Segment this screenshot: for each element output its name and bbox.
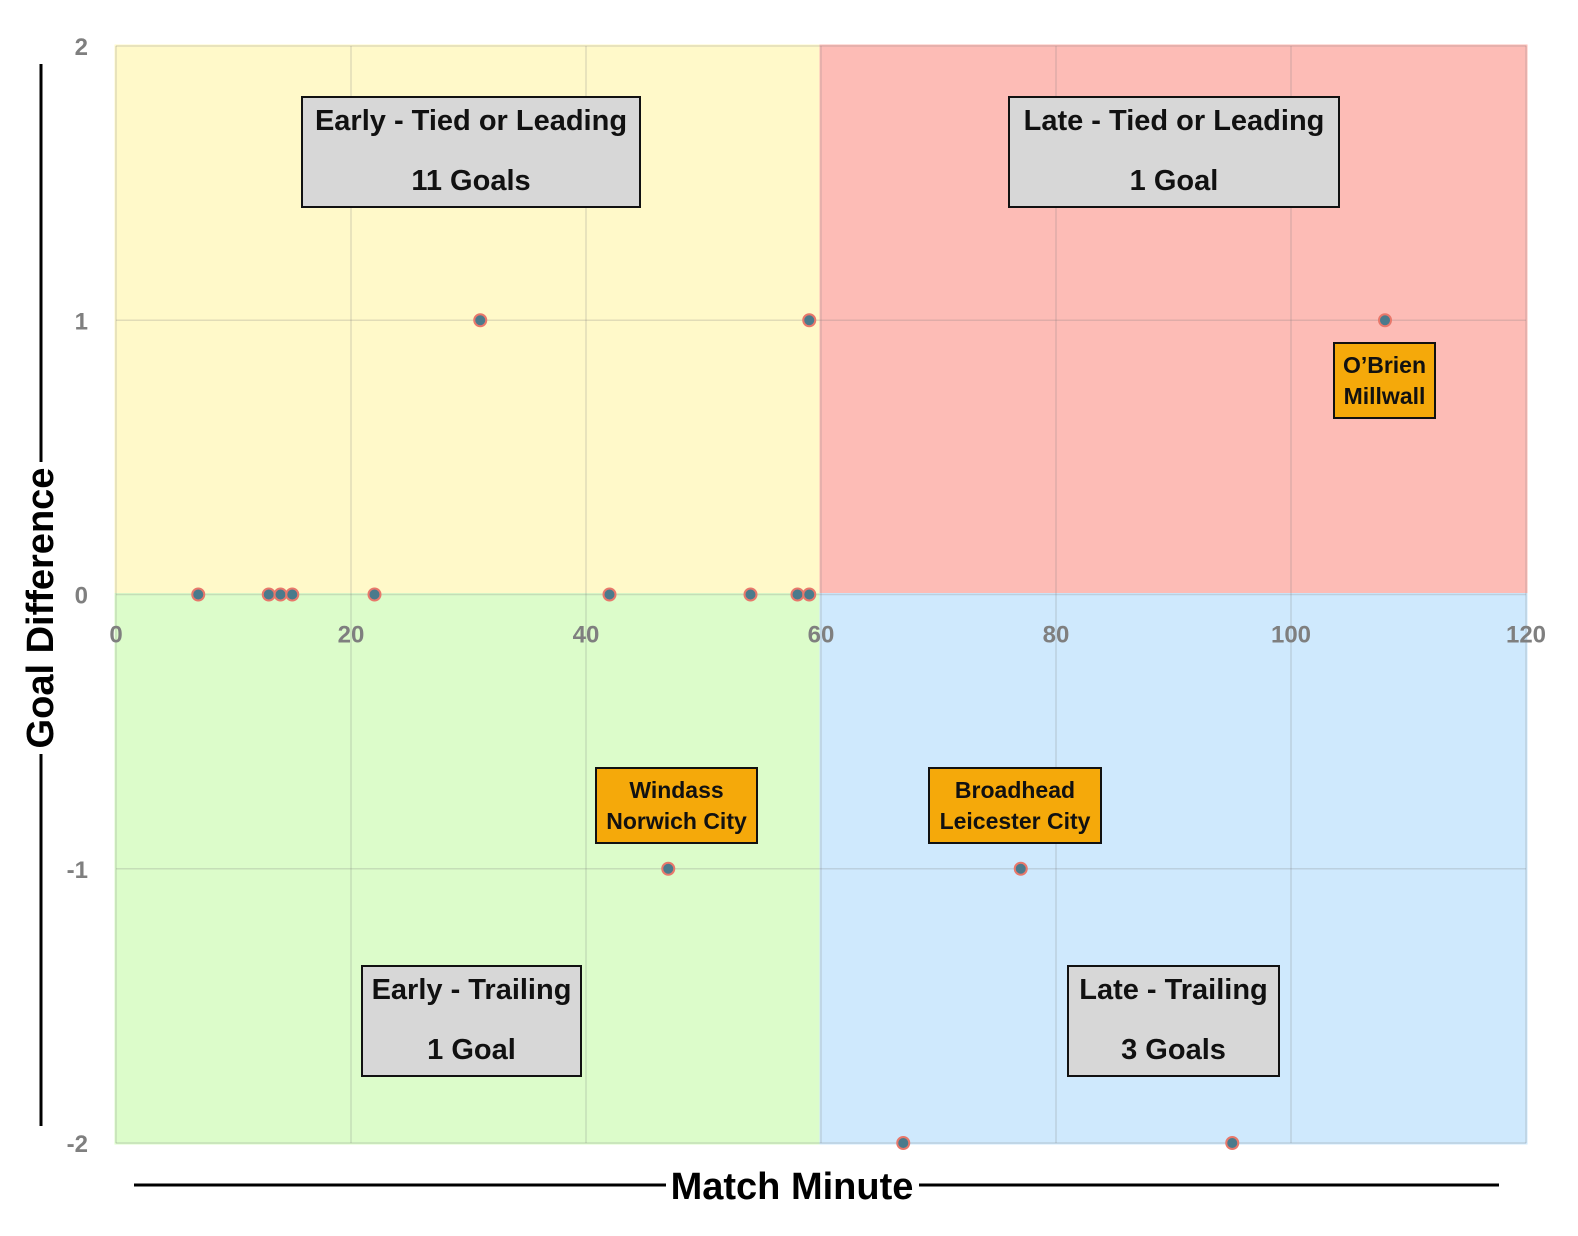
data-point	[285, 587, 300, 602]
data-point	[191, 587, 206, 602]
annotation-player: Windass	[629, 777, 724, 803]
quadrant-title: Early - Tied or Leading	[314, 105, 628, 137]
quadrant-count: 11 Goals	[411, 165, 531, 197]
x-tick-label: 20	[338, 622, 365, 649]
quadrant-label-early-leading: Early - Tied or Leading 11 Goals	[301, 96, 641, 208]
x-tick-label: 80	[1043, 622, 1070, 649]
x-axis-title: Match Minute	[671, 1166, 914, 1208]
annotation-broadhead-leicester: Broadhead Leicester City	[928, 767, 1102, 844]
data-point	[367, 587, 382, 602]
quadrant-early-trailing-background	[114, 593, 823, 1145]
x-tick-label: 60	[808, 622, 835, 649]
data-point	[602, 587, 617, 602]
quadrant-count: 3 Goals	[1121, 1034, 1226, 1066]
y-axis-title: Goal Difference	[20, 468, 62, 749]
annotation-windass-norwich: Windass Norwich City	[595, 767, 758, 844]
data-point	[790, 587, 805, 602]
x-tick-label: 120	[1506, 622, 1546, 649]
quadrant-title: Late - Trailing	[1079, 974, 1268, 1006]
annotation-player: Broadhead	[954, 777, 1076, 803]
quadrant-label-late-leading: Late - Tied or Leading 1 Goal	[1008, 96, 1340, 208]
quadrant-label-late-trailing: Late - Trailing 3 Goals	[1067, 965, 1280, 1077]
x-tick-label: 0	[109, 622, 122, 649]
quadrant-count: 1 Goal	[1129, 165, 1219, 197]
y-tick-label: -1	[67, 857, 88, 884]
data-point	[273, 587, 288, 602]
quadrant-title: Late - Tied or Leading	[1023, 105, 1325, 137]
y-tick-label: 0	[75, 583, 88, 610]
data-point	[1013, 861, 1028, 876]
data-point	[1378, 313, 1392, 328]
data-point	[802, 313, 817, 328]
data-point	[743, 587, 758, 602]
data-point	[802, 587, 817, 602]
data-point	[473, 313, 488, 328]
x-tick-label: 100	[1271, 622, 1311, 649]
x-tick-label: 40	[573, 622, 600, 649]
data-points	[191, 313, 1392, 1150]
tick-labels: 0 20 40 60 80 100 120 2 1 0 -1 -2	[67, 34, 1546, 1158]
data-point	[1225, 1136, 1240, 1150]
annotation-player: O’Brien	[1342, 352, 1427, 378]
data-point	[661, 861, 676, 876]
quadrant-count: 1 Goal	[427, 1034, 516, 1066]
data-point	[896, 1136, 911, 1150]
quadrant-title: Early - Trailing	[371, 974, 572, 1006]
y-tick-label: 1	[75, 308, 88, 335]
annotation-team: Norwich City	[606, 808, 747, 834]
annotation-team: Millwall	[1343, 383, 1426, 409]
annotation-obrien-millwall: O’Brien Millwall	[1333, 342, 1436, 419]
annotation-team: Leicester City	[939, 808, 1091, 834]
y-tick-label: 2	[75, 34, 88, 61]
quadrant-label-early-trailing: Early - Trailing 1 Goal	[361, 965, 582, 1077]
gridlines	[115, 45, 1527, 1144]
data-point	[261, 587, 276, 602]
x-axis-title-group: Match Minute	[134, 1166, 1499, 1208]
y-axis-title-group: Goal Difference	[20, 64, 62, 1126]
y-tick-label: -2	[67, 1131, 88, 1158]
